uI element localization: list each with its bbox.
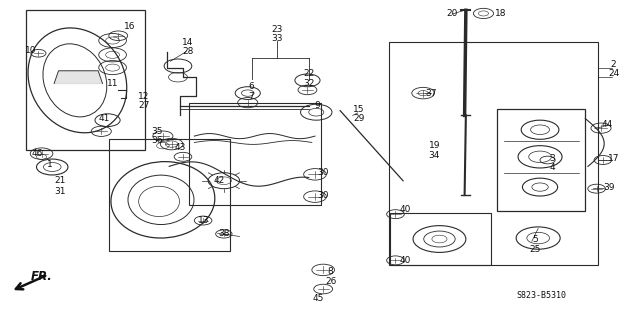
- Text: S823-B5310: S823-B5310: [517, 291, 566, 300]
- Text: 15: 15: [353, 105, 365, 114]
- Text: 16: 16: [124, 22, 135, 31]
- Text: 30: 30: [317, 190, 328, 200]
- Text: 20: 20: [446, 9, 458, 18]
- Text: 12: 12: [139, 92, 150, 101]
- Text: 24: 24: [608, 69, 619, 78]
- Text: 7: 7: [248, 92, 254, 101]
- Text: 37: 37: [425, 89, 437, 98]
- Text: FR.: FR.: [31, 270, 53, 283]
- Text: 9: 9: [314, 101, 320, 110]
- Text: 3: 3: [550, 154, 556, 163]
- Text: 23: 23: [272, 25, 283, 34]
- Text: 41: 41: [99, 114, 110, 123]
- Text: 25: 25: [529, 245, 541, 254]
- Text: 21: 21: [55, 176, 66, 185]
- Text: 1: 1: [47, 160, 52, 169]
- Text: 17: 17: [608, 154, 619, 163]
- Text: 40: 40: [399, 205, 411, 214]
- Text: 18: 18: [495, 9, 506, 18]
- Text: 36: 36: [151, 136, 163, 145]
- Text: 35: 35: [151, 127, 163, 136]
- Text: 38: 38: [218, 229, 229, 238]
- Text: 2: 2: [610, 60, 616, 69]
- Text: 10: 10: [25, 45, 37, 55]
- Text: 4: 4: [550, 164, 556, 172]
- Text: 28: 28: [182, 47, 193, 56]
- Text: 31: 31: [55, 188, 66, 196]
- Text: 43: 43: [174, 143, 186, 152]
- Text: 32: 32: [303, 79, 314, 88]
- Text: 6: 6: [248, 82, 254, 91]
- Text: 8: 8: [328, 267, 334, 276]
- Text: 29: 29: [353, 114, 365, 123]
- Text: 11: 11: [107, 79, 118, 88]
- Text: 26: 26: [325, 276, 336, 285]
- Text: 42: 42: [214, 176, 225, 185]
- Text: 40: 40: [399, 256, 411, 265]
- Text: 19: 19: [428, 141, 440, 150]
- Text: 34: 34: [429, 151, 440, 160]
- Text: 30: 30: [317, 168, 328, 177]
- Text: 39: 39: [604, 183, 615, 192]
- Text: 45: 45: [312, 294, 324, 303]
- Text: 44: 44: [602, 120, 613, 130]
- Text: 46: 46: [32, 149, 43, 158]
- Text: 13: 13: [198, 216, 210, 225]
- Text: 33: 33: [272, 35, 283, 44]
- Text: 27: 27: [139, 101, 150, 110]
- Text: 14: 14: [182, 38, 193, 47]
- Text: 5: 5: [532, 235, 538, 244]
- Polygon shape: [54, 71, 103, 84]
- Text: 22: 22: [303, 69, 314, 78]
